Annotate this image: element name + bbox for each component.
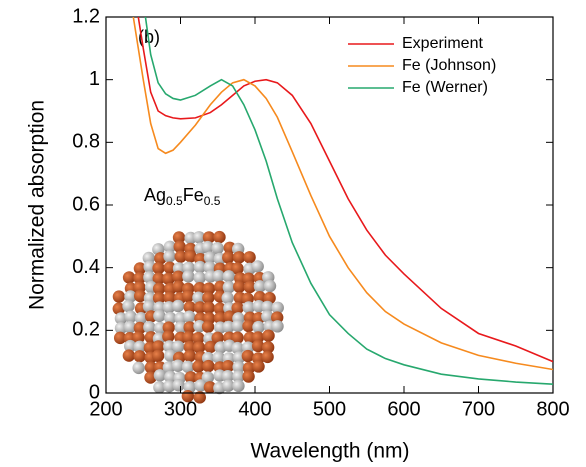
legend-label: Experiment <box>402 35 483 52</box>
data-line <box>132 17 553 371</box>
legend-label: Fe (Johnson) <box>402 57 496 74</box>
x-tick-label: 800 <box>536 398 569 420</box>
x-tick-label: 600 <box>387 398 420 420</box>
y-tick-label: 0 <box>89 381 100 403</box>
data-line <box>137 17 553 363</box>
legend-label: Fe (Werner) <box>402 79 488 96</box>
data-line <box>144 17 553 386</box>
nanoparticle-image <box>112 230 284 404</box>
x-tick-label: 500 <box>313 398 346 420</box>
x-tick-label: 400 <box>238 398 271 420</box>
y-tick-label: 1 <box>89 68 100 90</box>
y-tick-label: 0.6 <box>72 193 100 215</box>
x-tick-label: 200 <box>89 398 122 420</box>
y-tick-label: 0.2 <box>72 319 100 341</box>
y-axis-label: Normalized absorption <box>26 100 49 310</box>
x-tick-label: 700 <box>462 398 495 420</box>
y-tick-label: 0.8 <box>72 131 100 153</box>
y-tick-label: 1.2 <box>72 5 100 27</box>
inset-label: Ag0.5Fe0.5 <box>144 185 221 208</box>
y-tick-label: 0.4 <box>72 256 100 278</box>
x-tick-label: 300 <box>164 398 197 420</box>
x-axis-label: Wavelength (nm) <box>250 440 409 463</box>
